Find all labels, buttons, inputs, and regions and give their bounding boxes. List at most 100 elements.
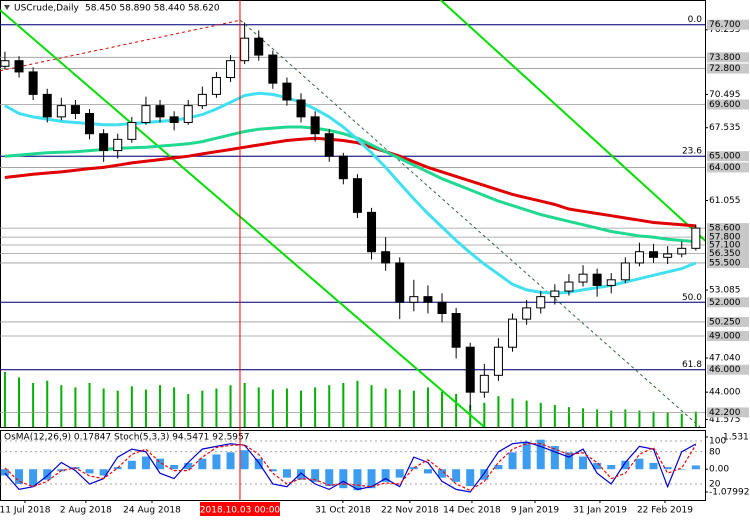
volume-bar <box>582 408 585 427</box>
y-tick-label: 76.255 <box>709 25 741 35</box>
volume-bar <box>74 387 77 427</box>
moving-average <box>4 91 697 295</box>
osma-bar <box>99 469 108 476</box>
osma-bar <box>268 469 277 472</box>
osma-bar <box>113 467 122 470</box>
osma-bar <box>184 462 193 470</box>
osma-bar <box>240 450 249 470</box>
candle-body <box>226 60 236 79</box>
osma-bar <box>85 469 94 474</box>
osma-bar <box>29 469 38 487</box>
candle-body <box>592 273 602 286</box>
level-label: 69.600 <box>709 100 741 110</box>
y-tick-label: -1.07992 <box>709 487 749 497</box>
candle-body <box>0 60 10 67</box>
candle-body <box>70 105 80 114</box>
moving-average <box>4 136 696 228</box>
volume-bar <box>144 389 147 427</box>
candle-body <box>550 290 560 298</box>
osma-bar <box>297 469 306 480</box>
osma-bar <box>663 467 672 470</box>
level-label-bg <box>707 330 749 341</box>
osma-bar <box>212 454 221 470</box>
x-tick-label: 11 Jul 2018 <box>0 506 51 516</box>
osma-bar <box>170 465 179 470</box>
level-label: 58.600 <box>709 224 741 234</box>
indicator-title: OsMA(12,26,9) 0.17847 Stoch(5,3,3) 94.54… <box>4 433 250 443</box>
candle-body <box>663 253 673 258</box>
osma-bar <box>438 469 447 478</box>
osma-bar <box>254 458 263 470</box>
fib-label: 0.0 <box>688 15 703 25</box>
osma-bar <box>480 469 489 480</box>
level-label: 64.000 <box>709 163 741 173</box>
y-tick-label: 61.055 <box>709 196 741 206</box>
y2-tick-label: 80 <box>709 447 721 457</box>
osma-bar <box>15 469 24 484</box>
osma-bar <box>536 439 545 470</box>
volume-bar <box>229 385 232 427</box>
level-label: 56.350 <box>709 249 741 259</box>
candle-body <box>183 105 193 123</box>
osma-bar <box>282 469 291 478</box>
osma-bar <box>226 452 235 470</box>
x-tick-label: 31 Jan 2019 <box>573 506 627 516</box>
volume-bar <box>201 390 204 427</box>
candle-body <box>451 313 461 348</box>
fib-label: 50.0 <box>682 293 702 303</box>
volume-bar <box>497 396 500 427</box>
osma-bar <box>550 446 559 470</box>
candle-body <box>352 178 362 213</box>
x-tick-label: 9 Jan 2019 <box>511 506 559 516</box>
candle-body <box>606 279 616 286</box>
volume-bar <box>567 407 570 427</box>
volume-bar <box>18 377 21 427</box>
osma-bar <box>452 469 461 482</box>
trend-line <box>439 0 705 242</box>
oscillator-plot <box>0 439 705 493</box>
osma-bar <box>0 469 9 476</box>
candle-body <box>677 247 687 255</box>
candle-body <box>310 116 320 135</box>
volume-bar <box>187 394 190 427</box>
candle-body <box>240 37 250 62</box>
volume-bar <box>32 383 35 427</box>
volume-bar <box>525 400 528 427</box>
y-tick-label: 1.531 <box>723 432 749 442</box>
candle-body <box>493 346 503 376</box>
x-tick-label: 31 Oct 2018 <box>315 506 371 516</box>
candle-body <box>169 116 179 123</box>
volume-bar <box>412 390 415 427</box>
osma-bar <box>621 460 630 470</box>
level-label: 52.000 <box>709 298 741 308</box>
volume-bar <box>680 413 683 427</box>
candle-body <box>85 112 95 135</box>
candle-body <box>296 99 306 118</box>
volume-bar <box>624 409 627 427</box>
candle-body <box>338 155 348 180</box>
level-label: 72.800 <box>709 64 741 74</box>
level-label-bg <box>707 19 749 30</box>
y-tick-label: 70.495 <box>709 90 741 100</box>
candle-body <box>14 60 24 73</box>
volume-bar <box>314 387 317 427</box>
osma-bar <box>325 469 334 487</box>
candle-body <box>479 374 489 393</box>
volume-bar <box>483 402 486 427</box>
level-label: 46.000 <box>709 365 741 375</box>
volume-bar <box>285 388 288 427</box>
volume-bar <box>173 387 176 427</box>
level-label-bg <box>707 223 749 234</box>
level-label: 57.800 <box>709 233 741 243</box>
level-label: 50.250 <box>709 317 741 327</box>
volume-bar <box>88 383 91 427</box>
candle-body <box>211 77 221 95</box>
osma-bar <box>339 469 348 489</box>
candle-body <box>634 251 644 264</box>
osma-bar <box>353 469 362 491</box>
osma-bar <box>381 469 390 482</box>
level-label: 65.000 <box>709 152 741 162</box>
level-label-bg <box>707 248 749 259</box>
level-label-bg <box>707 316 749 327</box>
